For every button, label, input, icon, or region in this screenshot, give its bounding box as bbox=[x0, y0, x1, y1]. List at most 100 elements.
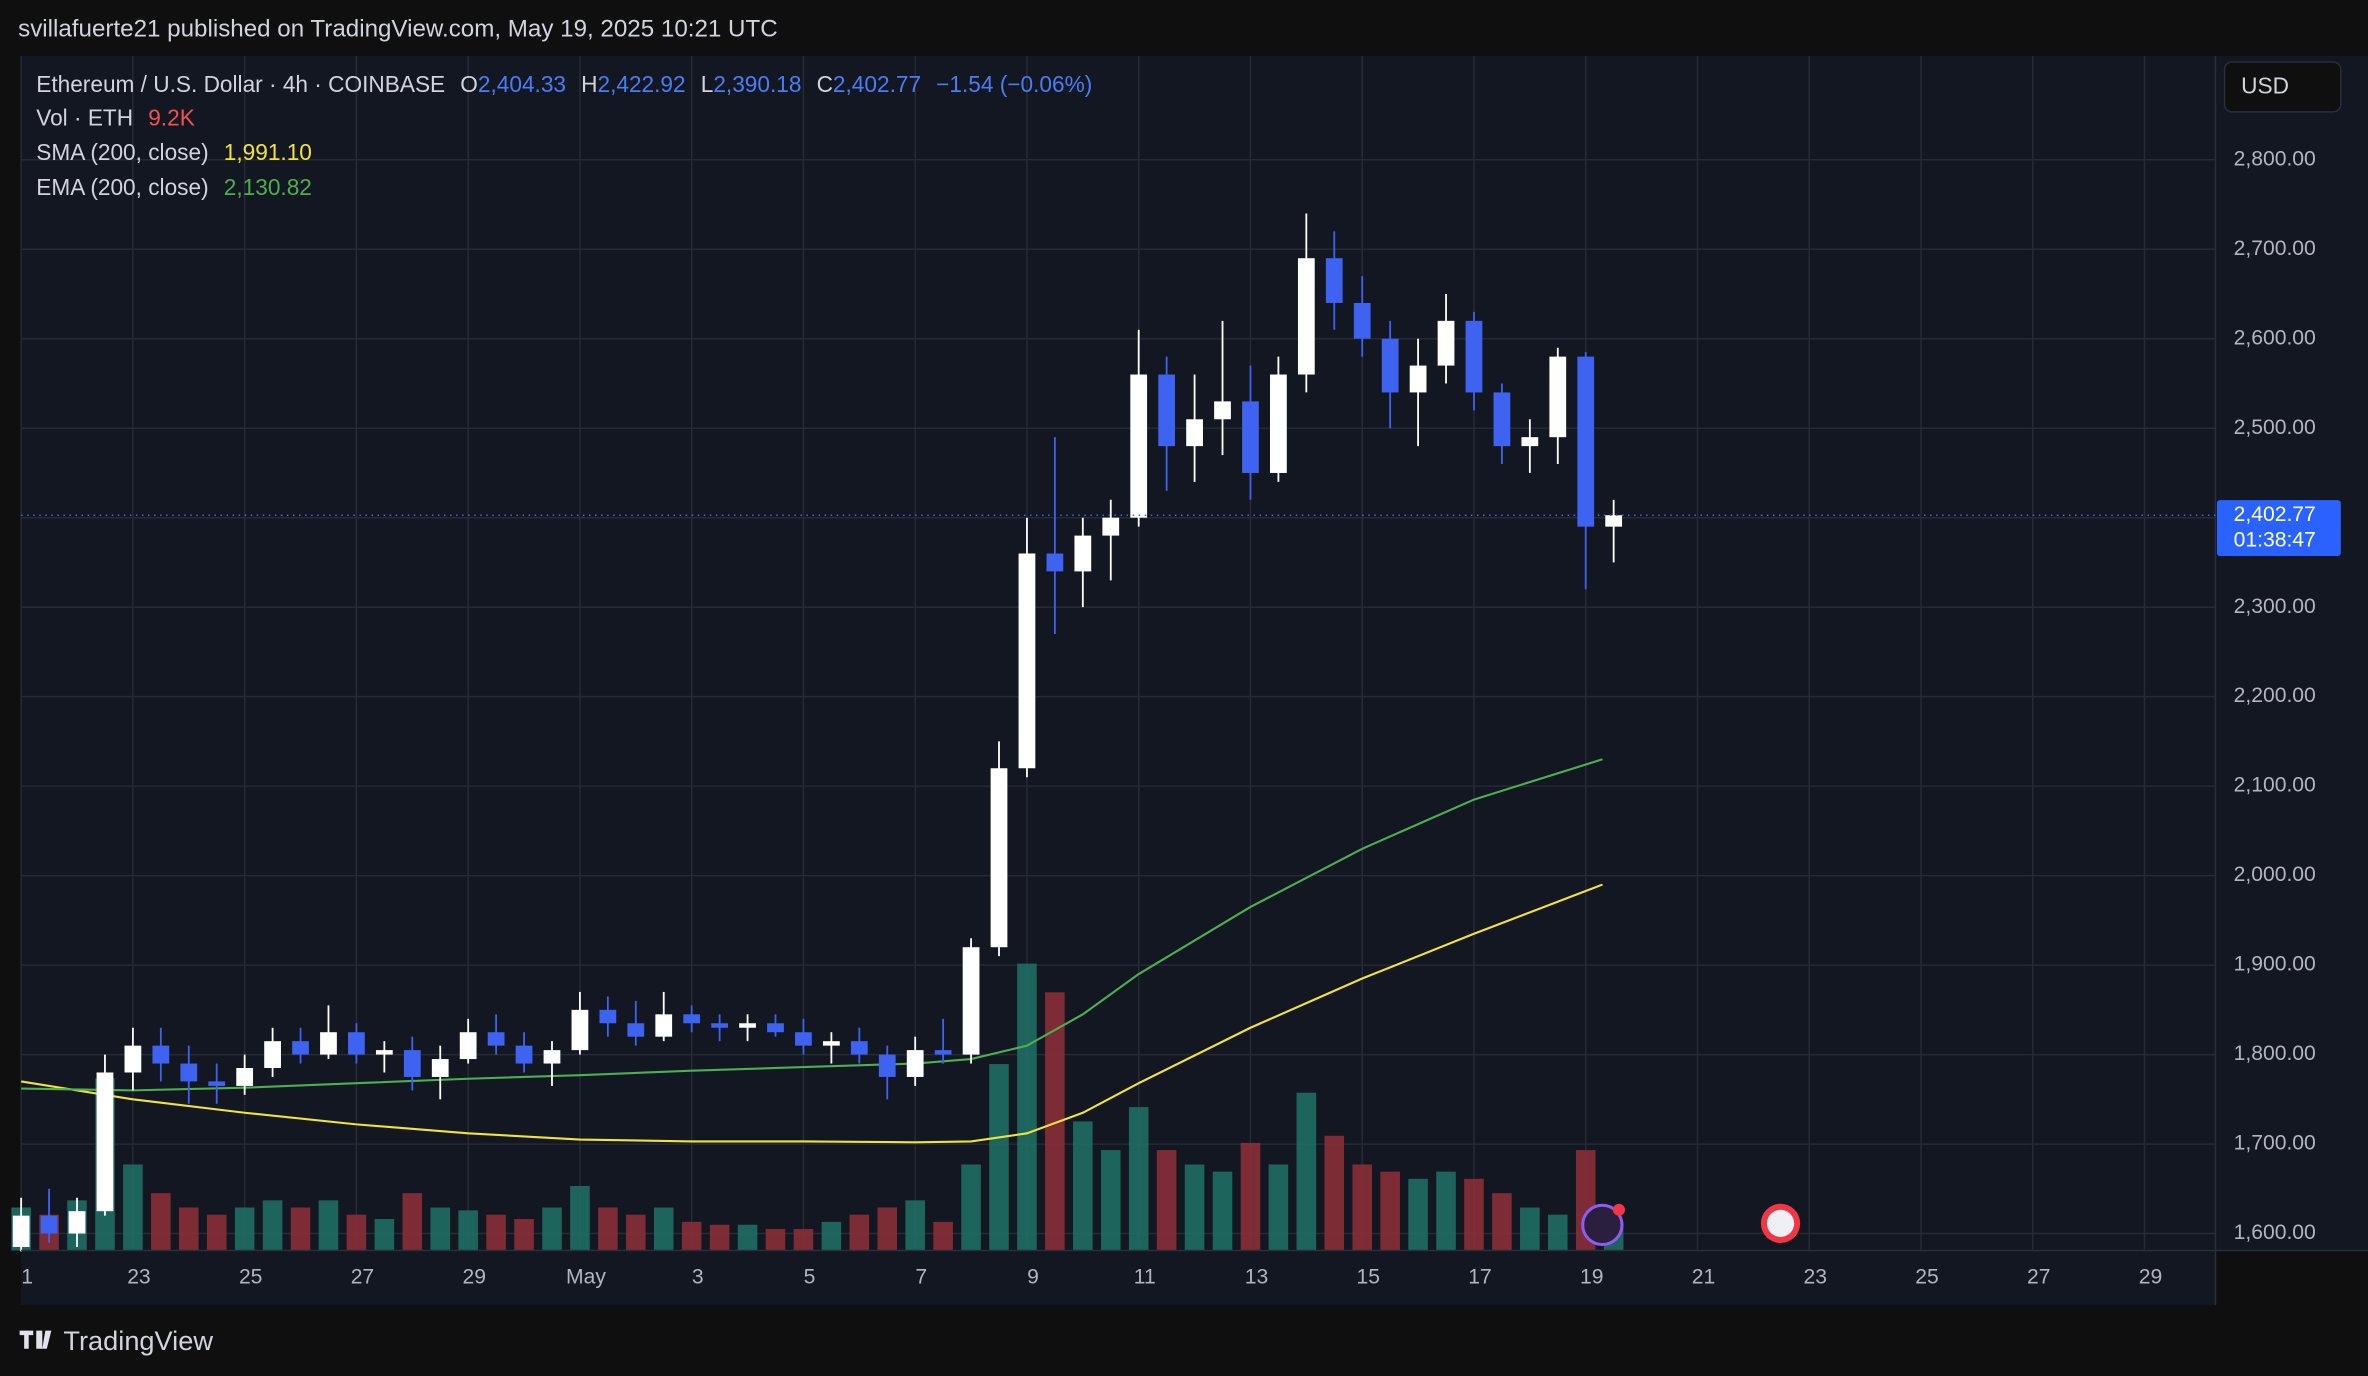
sma-legend: SMA (200, close) 1,991.10 bbox=[36, 139, 312, 165]
x-tick-label: 25 bbox=[239, 1265, 262, 1288]
x-tick-label: 5 bbox=[804, 1265, 816, 1288]
candle-body bbox=[934, 1050, 952, 1055]
volume-legend: Vol · ETH 9.2K bbox=[36, 104, 195, 130]
volume-bar bbox=[1268, 1164, 1289, 1251]
volume-bar bbox=[1352, 1164, 1372, 1251]
volume-bar bbox=[514, 1218, 534, 1251]
candle-body bbox=[348, 1032, 365, 1055]
volume-label: Vol · ETH bbox=[36, 104, 133, 130]
candle-body bbox=[1270, 374, 1287, 473]
volume-bar bbox=[1045, 992, 1065, 1251]
candle-body bbox=[711, 1023, 728, 1028]
y-tick-label: 2,100.00 bbox=[2234, 774, 2316, 797]
volume-bar bbox=[1128, 1107, 1149, 1251]
volume-bar bbox=[1492, 1193, 1512, 1251]
volume-bar bbox=[905, 1200, 925, 1251]
candle-body bbox=[96, 1072, 114, 1212]
volume-bar bbox=[793, 1229, 814, 1251]
candle-body bbox=[683, 1014, 701, 1024]
x-tick-label: 17 bbox=[1468, 1265, 1492, 1288]
candle-body bbox=[627, 1023, 645, 1037]
candle-body bbox=[1325, 258, 1343, 303]
volume-bar bbox=[123, 1164, 143, 1251]
x-tick-label: 7 bbox=[915, 1265, 927, 1288]
candle-body bbox=[375, 1050, 393, 1055]
x-tick-label: 25 bbox=[1915, 1265, 1938, 1288]
candle-body bbox=[1465, 320, 1483, 393]
ohlc-value: 2,390.18 bbox=[713, 71, 801, 97]
volume-bar bbox=[626, 1214, 646, 1251]
x-tick-label: 27 bbox=[351, 1265, 375, 1288]
volume-bar bbox=[1017, 963, 1037, 1251]
x-tick-label: 13 bbox=[1245, 1265, 1269, 1288]
y-tick-label: 1,600.00 bbox=[2234, 1221, 2316, 1244]
y-tick-label: 2,800.00 bbox=[2234, 147, 2316, 170]
candle-body bbox=[962, 947, 980, 1055]
volume-bar bbox=[737, 1224, 758, 1251]
volume-bar bbox=[151, 1193, 171, 1251]
flag-inner bbox=[1766, 1209, 1795, 1237]
currency[interactable]: USD bbox=[2241, 73, 2289, 99]
volume-bar bbox=[1380, 1171, 1400, 1251]
event-icon[interactable] bbox=[1581, 1203, 1624, 1247]
candle-body bbox=[1102, 517, 1120, 536]
candle-body bbox=[1437, 320, 1455, 366]
candle-body bbox=[1130, 374, 1148, 518]
candle-body bbox=[1297, 258, 1315, 375]
volume-bar bbox=[1464, 1178, 1484, 1251]
x-tick-label: 27 bbox=[2027, 1265, 2051, 1288]
symbol: Ethereum / U.S. Dollar · 4h · COINBASE bbox=[36, 71, 445, 97]
volume-bar bbox=[877, 1207, 898, 1251]
candle-body bbox=[767, 1023, 784, 1033]
volume-bar bbox=[402, 1193, 423, 1251]
price-axis bbox=[2215, 55, 2368, 1251]
volume-bar bbox=[318, 1200, 339, 1251]
candle-body bbox=[1605, 515, 1623, 527]
plot-area bbox=[21, 55, 2216, 1251]
candle-body bbox=[236, 1068, 254, 1086]
volume-bar bbox=[1408, 1178, 1428, 1251]
candle-body bbox=[599, 1009, 617, 1024]
volume-bar bbox=[458, 1210, 478, 1251]
ema-name: EMA (200, close) bbox=[36, 174, 208, 200]
x-tick-label: 23 bbox=[127, 1265, 151, 1288]
legend-title: Ethereum / U.S. Dollar · 4h · COINBASE O2… bbox=[36, 71, 1092, 97]
candle-body bbox=[1409, 365, 1427, 393]
price-tag-label: 2,402.77 bbox=[2234, 503, 2316, 526]
x-tick-label: May bbox=[566, 1265, 606, 1288]
volume-bar bbox=[1324, 1135, 1345, 1251]
volume-bar bbox=[542, 1207, 562, 1251]
candle-body bbox=[1214, 401, 1231, 420]
ohlc-label: H bbox=[581, 71, 597, 97]
change: −1.54 (−0.06%) bbox=[936, 71, 1092, 97]
volume-bar bbox=[1212, 1171, 1233, 1251]
y-tick-label: 1,900.00 bbox=[2234, 953, 2316, 976]
volume-bar bbox=[709, 1224, 730, 1251]
candle-body bbox=[1521, 437, 1539, 447]
volume-bar bbox=[206, 1214, 227, 1251]
volume-bar bbox=[598, 1207, 618, 1251]
candle-body bbox=[1074, 535, 1092, 572]
candle-body bbox=[822, 1041, 840, 1046]
volume-bar bbox=[430, 1207, 451, 1251]
candle-body bbox=[1242, 401, 1259, 473]
candle-body bbox=[487, 1032, 505, 1046]
ohlc-value: 2,422.92 bbox=[597, 71, 685, 97]
candle-body bbox=[292, 1041, 309, 1055]
currency-button[interactable] bbox=[2223, 61, 2342, 113]
candle-body bbox=[459, 1032, 477, 1060]
candle-body bbox=[1353, 302, 1371, 339]
volume-bar bbox=[234, 1207, 255, 1251]
volume-bar bbox=[821, 1221, 842, 1251]
candle-body bbox=[152, 1045, 170, 1064]
candle-body bbox=[208, 1081, 226, 1086]
candle-body bbox=[795, 1032, 812, 1046]
sma-name: SMA (200, close) bbox=[36, 139, 208, 165]
ohlc-value: 2,402.77 bbox=[833, 71, 921, 97]
candle-body bbox=[403, 1050, 421, 1077]
volume-bar bbox=[681, 1221, 702, 1251]
candles bbox=[12, 213, 1623, 1252]
volume-bar bbox=[1100, 1150, 1121, 1251]
publisher: svillafuerte21 published on TradingView.… bbox=[18, 16, 778, 43]
y-tick-label: 1,700.00 bbox=[2234, 1132, 2316, 1155]
